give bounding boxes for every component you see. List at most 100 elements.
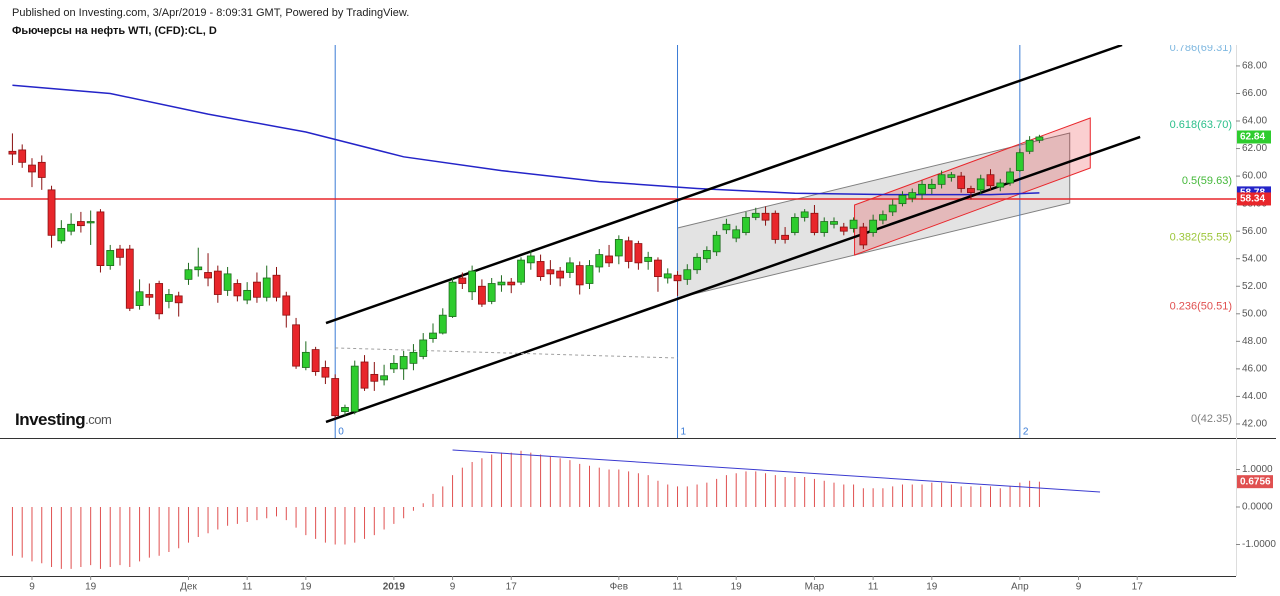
logo: Investing.com: [15, 410, 111, 429]
fib-level-label: 0.618(63.70): [1170, 119, 1232, 131]
fib-level-label: 0.382(55.55): [1170, 231, 1232, 243]
oscillator-panel: [11, 449, 1101, 569]
candle-body: [732, 229, 741, 239]
candle-body: [67, 223, 76, 232]
candle-body: [1025, 139, 1034, 152]
candle-body: [145, 294, 154, 298]
candle-body: [605, 255, 613, 264]
x-tick-label: 11: [242, 582, 253, 593]
osc-y-tick-label: -1.0000: [1242, 539, 1276, 550]
candle-body: [487, 283, 496, 302]
y-tick-label: 66.00: [1242, 88, 1267, 99]
y-tick-label: 68.00: [1242, 61, 1267, 72]
time-zone-label: 1: [681, 427, 687, 438]
candle-body: [683, 269, 692, 280]
candle-body: [918, 183, 926, 195]
candle-body: [986, 174, 995, 187]
candle-body: [409, 351, 418, 364]
candle-body: [165, 294, 173, 302]
candle-body: [370, 373, 379, 382]
last-price-tag-box: [1237, 130, 1271, 144]
fib-level-label: 0.236(50.51): [1170, 301, 1232, 313]
time-zone-label: 0: [338, 427, 344, 438]
candle-body: [996, 182, 1005, 188]
published-note: Published on Investing.com, 3/Apr/2019 -…: [12, 7, 409, 19]
x-tick-label: 9: [1076, 582, 1082, 593]
candle-body: [869, 219, 878, 233]
candle-body: [575, 265, 584, 286]
candle-body: [311, 349, 320, 373]
oscillator-trend-line: [452, 449, 1101, 493]
candle-body: [468, 270, 477, 293]
y-tick-label: 62.00: [1242, 143, 1267, 154]
x-tick-label: Мар: [805, 582, 825, 593]
candle-body: [879, 214, 887, 221]
candle-body: [419, 339, 428, 357]
x-tick-label: 19: [926, 582, 938, 593]
y-tick-label: 46.00: [1242, 364, 1267, 375]
candle-body: [86, 221, 95, 224]
trend-line: [335, 347, 678, 359]
hline-price-tag-box: [1237, 192, 1271, 206]
candle-body: [927, 183, 936, 189]
candle-body: [28, 164, 36, 173]
candle-body: [8, 150, 17, 155]
candle-body: [155, 283, 164, 315]
x-tick-label: 17: [506, 582, 518, 593]
candle-body: [556, 270, 565, 279]
candle-body: [908, 192, 917, 199]
candle-body: [546, 269, 555, 275]
x-tick-label: Дек: [180, 582, 197, 593]
candle-body: [438, 314, 447, 334]
candle-body: [96, 211, 105, 266]
candle-body: [859, 226, 868, 246]
x-tick-label: 9: [29, 582, 35, 593]
candle-body: [380, 375, 388, 381]
candle-body: [458, 277, 467, 284]
last-price-tag: 62.84: [1240, 132, 1265, 143]
candle-body: [536, 261, 545, 278]
x-tick-label: 11: [672, 582, 683, 593]
logo-name: Investing: [15, 410, 85, 429]
candle-body: [526, 255, 535, 264]
candle-body: [272, 274, 281, 298]
candle-body: [517, 259, 525, 283]
candle-body: [967, 188, 975, 194]
candle-body: [654, 259, 662, 278]
x-tick-label: 11: [868, 582, 879, 593]
y-tick-label: 50.00: [1242, 308, 1267, 319]
candle-body: [341, 407, 349, 412]
candle-body: [566, 262, 574, 273]
osc-value-tag-box: [1237, 475, 1273, 489]
candle-body: [624, 240, 633, 262]
symbol-title: Фьючерсы на нефть WTI, (CFD):CL, D: [12, 25, 217, 37]
candle-body: [761, 212, 770, 221]
candle-body: [47, 189, 56, 236]
osc-value-tag: 0.6756: [1240, 476, 1271, 487]
candle-body: [937, 174, 946, 185]
candle-body: [771, 212, 780, 240]
x-tick-label: 19: [300, 582, 312, 593]
candle-body: [751, 212, 760, 218]
candle-body: [1015, 152, 1024, 171]
candle-body: [595, 254, 604, 268]
candle-body: [781, 234, 790, 240]
candle-body: [331, 378, 340, 417]
candle-body: [37, 161, 46, 178]
y-tick-label: 56.00: [1242, 226, 1267, 237]
candle-body: [350, 365, 359, 412]
candle-body: [116, 248, 124, 258]
candle-body: [135, 291, 144, 306]
channel: [854, 117, 1091, 256]
candle-body: [644, 256, 653, 262]
candle-body: [233, 283, 242, 297]
candle-body: [106, 250, 115, 266]
candle-body: [800, 211, 809, 218]
candle-body: [301, 351, 310, 368]
candle-body: [976, 178, 985, 191]
candle-body: [614, 239, 623, 257]
y-tick-label: 60.00: [1242, 171, 1267, 182]
x-tick-label: Апр: [1011, 582, 1029, 593]
